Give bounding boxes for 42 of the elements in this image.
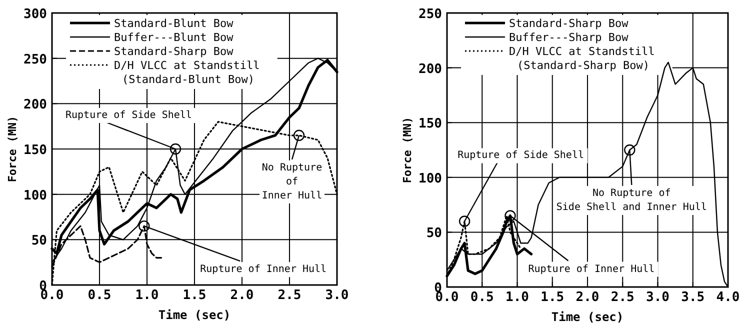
- y-tick-label: 250: [418, 7, 442, 22]
- y-tick-label: 150: [418, 116, 442, 132]
- legend-label: Buffer---Sharp Bow: [509, 31, 629, 44]
- y-tick-label: 200: [418, 62, 442, 77]
- y-axis-title: Force (MN): [401, 116, 414, 184]
- x-tick-label: 2.5: [278, 288, 302, 303]
- x-tick-label: 0.5: [470, 290, 494, 305]
- x-tick-label: 3.0: [646, 290, 670, 305]
- x-tick-label: 4.0: [716, 290, 740, 305]
- x-tick-label: 1.0: [506, 290, 530, 305]
- y-tick-label: 50: [426, 226, 442, 242]
- legend-label: Standard-Sharp Bow: [509, 17, 629, 30]
- annotation: Rupture of Inner Hull: [200, 264, 327, 276]
- x-tick-label: 1.5: [540, 290, 564, 305]
- legend-label: D/H VLCC at Standstill (Standard-Blunt Bow): [114, 59, 260, 86]
- annotation: Rupture of Inner Hull: [528, 264, 655, 275]
- annotation: No Rupture of Side Shell and Inner Hull: [556, 188, 707, 213]
- x-tick-label: 2.5: [610, 290, 634, 305]
- y-tick-label: 50: [31, 234, 48, 249]
- x-tick-label: 2.0: [230, 288, 254, 303]
- y-tick-label: 300: [24, 7, 48, 22]
- legend-label: Buffer---Blunt Bow: [114, 31, 234, 44]
- x-tick-label: 3.5: [681, 290, 705, 305]
- x-tick-label: 0.5: [88, 288, 112, 303]
- legend-label: Standard-Sharp Bow: [114, 45, 234, 58]
- y-tick-label: 150: [24, 143, 48, 158]
- x-tick-label: 1.0: [135, 288, 159, 303]
- x-tick-label: 2.0: [576, 290, 600, 305]
- x-tick-label: 1.5: [182, 288, 206, 303]
- x-axis-title: Time (sec): [158, 308, 231, 322]
- y-tick-label: 250: [24, 52, 48, 68]
- annotation: Rupture of Side Shell: [458, 150, 584, 162]
- x-tick-label: 3.0: [325, 288, 349, 303]
- legend-label: Standard-Blunt Bow: [114, 17, 234, 30]
- y-tick-label: 100: [418, 171, 442, 186]
- annotation: No Rupture of Inner Hull: [262, 162, 322, 202]
- annotation: Rupture of Side Shell: [66, 110, 192, 121]
- legend-label: D/H VLCC at Standstill (Standard-Sharp Bow): [509, 45, 655, 72]
- y-tick-label: 200: [24, 98, 48, 113]
- y-axis-title: Force (MN): [6, 116, 19, 182]
- y-tick-label: 100: [24, 188, 48, 204]
- x-axis-title: Time (sec): [551, 310, 624, 324]
